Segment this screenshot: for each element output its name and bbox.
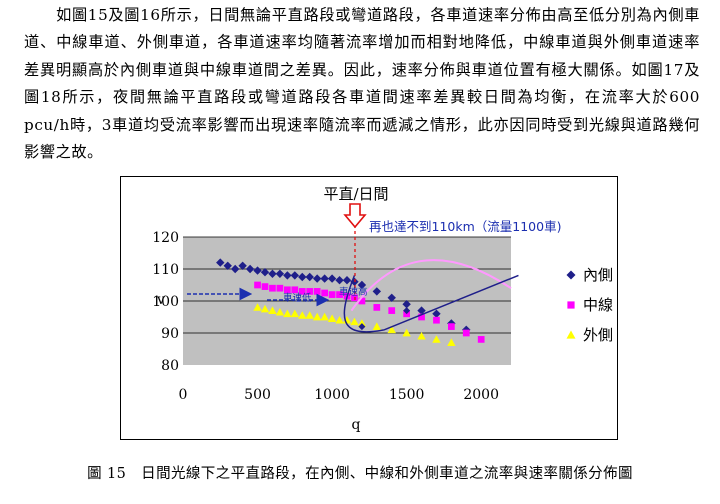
data-point-diamond	[372, 287, 382, 296]
legend-marker	[566, 270, 576, 280]
annotation-overlays	[187, 203, 519, 333]
data-point-diamond	[268, 269, 277, 278]
data-point-triangle	[357, 319, 367, 327]
data-point-square	[261, 283, 269, 290]
data-point-diamond	[283, 271, 292, 280]
y-tick-label: 100	[152, 294, 179, 310]
data-point-square	[276, 284, 284, 292]
data-point-square	[336, 291, 343, 298]
y-tick-label: 110	[152, 262, 179, 278]
data-point-diamond	[320, 274, 329, 283]
legend-marker	[566, 330, 576, 339]
data-point-triangle	[298, 311, 307, 319]
data-point-square	[477, 336, 485, 343]
data-point-triangle	[417, 332, 426, 340]
x-tick-label: 0	[179, 387, 188, 403]
curve-marker	[403, 307, 411, 315]
data-point-square	[462, 329, 470, 337]
data-point-square	[306, 288, 314, 295]
data-point-triangle	[253, 303, 262, 311]
data-point-diamond	[432, 309, 441, 318]
body-paragraph: 如圖15及圖16所示，日間無論平直路段或彎道路段，各車道速率分佈由高至低分別為內…	[24, 6, 700, 162]
data-point-square	[418, 313, 425, 321]
data-point-square	[254, 281, 261, 289]
data-point-diamond	[298, 272, 307, 282]
data-point-diamond	[260, 268, 270, 277]
chart-title: 平直/日間	[323, 185, 388, 203]
y-tick-label: 90	[161, 326, 179, 342]
legend-label: 外側	[583, 326, 613, 344]
inner-lane-curve	[343, 274, 519, 333]
data-point-square	[448, 323, 455, 330]
data-point-triangle	[432, 335, 441, 343]
data-point-triangle	[327, 314, 337, 322]
data-point-square	[298, 288, 306, 295]
data-point-triangle	[402, 328, 411, 337]
data-point-diamond	[216, 258, 225, 267]
data-point-triangle	[387, 325, 396, 334]
data-point-triangle	[312, 312, 322, 321]
data-point-square	[433, 316, 440, 324]
trend-curve	[350, 259, 512, 312]
data-point-square	[321, 289, 328, 297]
x-tick-label: 2000	[463, 387, 499, 403]
data-point-diamond	[305, 272, 314, 282]
y-tick-label: 120	[152, 230, 179, 246]
data-point-square	[313, 288, 321, 295]
data-point-triangle	[335, 316, 344, 324]
figure-caption: 圖 15 日間光線下之平直路段，在內側、中線和外側車道之流率與速率關係分佈圖	[87, 466, 633, 482]
x-tick-label: 500	[244, 387, 271, 403]
data-point-square	[388, 307, 396, 314]
callout-text: 再也達不到110km（流量1100車)	[369, 219, 561, 234]
x-tick-label: 1500	[389, 387, 425, 403]
data-point-diamond	[335, 276, 344, 285]
high-speed-label: 車速高	[339, 286, 368, 298]
data-point-diamond	[417, 306, 426, 315]
x-axis-label: q	[352, 417, 361, 433]
data-point-diamond	[238, 261, 247, 270]
data-point-square	[291, 286, 299, 294]
legend-label: 中線	[583, 296, 613, 314]
data-point-triangle	[372, 322, 382, 330]
data-point-diamond	[342, 276, 352, 285]
data-point-triangle	[305, 311, 314, 319]
data-point-diamond	[275, 269, 285, 278]
y-tick-label: 80	[161, 358, 179, 374]
y-axis-label: v	[156, 292, 165, 308]
data-point-diamond	[253, 266, 262, 275]
curve-marker	[358, 323, 366, 331]
data-point-square	[358, 297, 366, 305]
data-points	[216, 258, 485, 346]
data-point-diamond	[312, 274, 322, 283]
x-tick-label: 1000	[314, 387, 350, 403]
data-point-diamond	[230, 264, 240, 274]
data-point-diamond	[290, 271, 300, 280]
legend-label: 內側	[583, 266, 613, 284]
low-speed-label: 車速低	[283, 292, 312, 304]
data-point-triangle	[275, 308, 285, 316]
data-point-square	[373, 304, 381, 311]
data-point-triangle	[283, 309, 292, 318]
data-point-triangle	[268, 306, 277, 314]
data-point-square	[269, 284, 276, 292]
data-point-triangle	[290, 309, 300, 318]
data-point-triangle	[447, 338, 456, 346]
data-point-square	[328, 291, 336, 298]
data-point-diamond	[387, 293, 396, 302]
data-point-square	[284, 286, 291, 294]
down-arrow-icon	[343, 203, 367, 229]
axis-ticks: 80 90 100 110 120 0 500 1000 1500 2000	[152, 230, 499, 403]
figure-frame: 80 90 100 110 120 0 500 1000 1500 2000 內側中線外側 平直/…	[120, 176, 618, 440]
data-point-triangle	[260, 304, 270, 313]
data-point-diamond	[245, 264, 255, 274]
data-point-diamond	[223, 261, 232, 270]
data-point-diamond	[402, 300, 411, 309]
legend-marker	[567, 301, 575, 309]
data-point-triangle	[350, 317, 359, 326]
data-point-triangle	[320, 312, 329, 321]
